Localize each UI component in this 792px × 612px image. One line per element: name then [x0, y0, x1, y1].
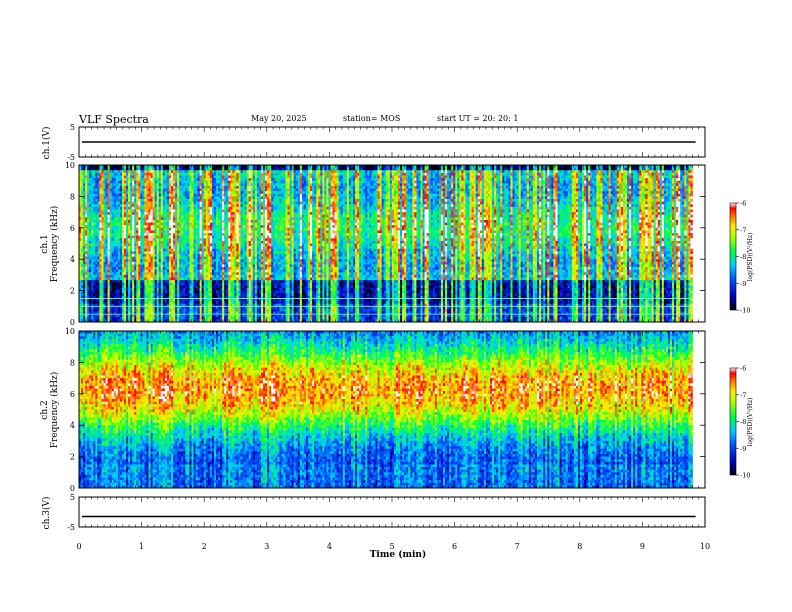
x-tick-label: 9 [640, 542, 645, 551]
x-tick-label: 1 [139, 542, 144, 551]
colorbar-tick-label: -8 [740, 253, 746, 261]
y-tick-label: 5 [70, 123, 75, 132]
ch3-ylabel: ch.3(V) [41, 497, 52, 530]
sp1-ylabel-line2: Frequency (kHz) [49, 206, 60, 283]
x-tick-label: 10 [700, 542, 710, 551]
x-tick-label: 6 [452, 542, 457, 551]
y-tick-label: 2 [70, 287, 75, 296]
y-tick-label: 0 [70, 484, 75, 493]
spectrogram-cells-ch2 [79, 331, 693, 488]
sp1-colorbar-label: log(PSD)(V²/Hz) [747, 233, 754, 282]
y-tick-label: 10 [65, 327, 75, 336]
sp1-ylabel-line1: ch.1 [40, 234, 50, 253]
header-date: May 20, 2025 [251, 114, 307, 123]
header-station: station= MOS [343, 114, 400, 123]
colorbar-tick-label: -6 [740, 200, 746, 208]
sp2-ylabel-line2: Frequency (kHz) [49, 372, 60, 449]
sp2-colorbar [730, 368, 736, 475]
x-tick-label: 2 [202, 542, 207, 551]
y-tick-label: 0 [70, 318, 75, 327]
y-tick-label: 2 [70, 453, 75, 462]
y-tick-label: 10 [65, 161, 75, 170]
x-tick-label: 5 [389, 542, 394, 551]
x-tick-label: 0 [76, 542, 81, 551]
y-tick-label: 8 [70, 358, 75, 367]
x-tick-label: 3 [264, 542, 269, 551]
y-tick-label: 8 [70, 192, 75, 201]
x-tick-label: 7 [515, 542, 520, 551]
header-start-ut: start UT = 20: 20: 1 [437, 114, 518, 123]
y-tick-label: 6 [70, 390, 75, 399]
colorbar-tick-label: -7 [740, 226, 746, 234]
x-axis-label: Time (min) [370, 549, 427, 560]
y-tick-label: -5 [67, 523, 75, 532]
sp2-colorbar-label: log(PSD)(V²/Hz) [747, 398, 754, 447]
colorbar-tick-label: -10 [740, 472, 750, 480]
sp2-ylabel-line1: ch.2 [40, 400, 50, 419]
y-tick-label: 5 [70, 493, 75, 502]
colorbar-tick-label: -10 [740, 307, 750, 315]
y-tick-label: 4 [70, 421, 75, 430]
ch1-ylabel: ch.1(V) [41, 127, 52, 160]
colorbar-tick-label: -9 [740, 445, 746, 453]
x-tick-label: 8 [577, 542, 582, 551]
colorbar-tick-label: -8 [740, 418, 746, 426]
x-tick-label: 4 [327, 542, 332, 551]
colorbar-tick-label: -9 [740, 280, 746, 288]
y-tick-label: 4 [70, 255, 75, 264]
figure-title: VLF Spectra [79, 113, 149, 126]
sp1-colorbar [730, 203, 736, 310]
colorbar-tick-label: -7 [740, 391, 746, 399]
y-tick-label: 6 [70, 224, 75, 233]
colorbar-tick-label: -6 [740, 365, 746, 373]
